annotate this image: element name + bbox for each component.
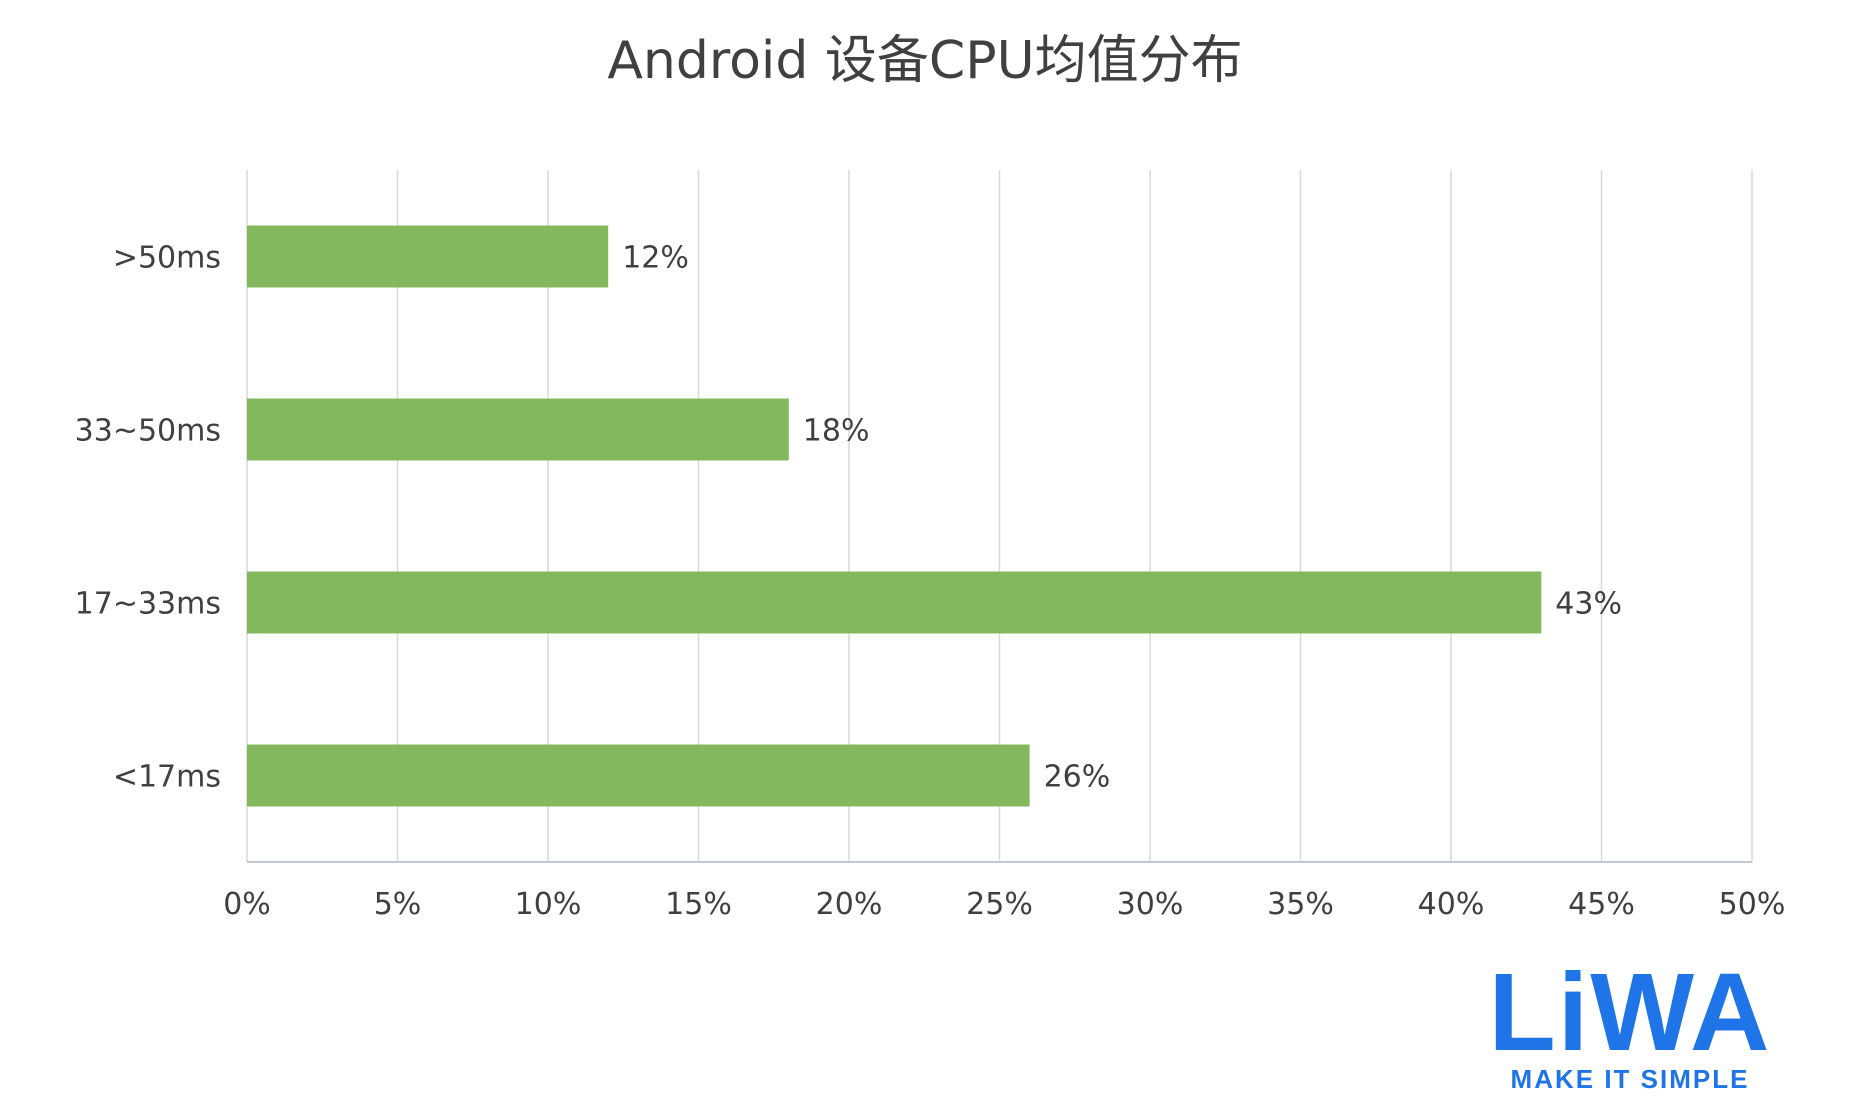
bar	[247, 225, 609, 288]
data-label: 26%	[1044, 760, 1111, 795]
x-tick-label: 45%	[1568, 887, 1635, 922]
bars	[247, 225, 1542, 807]
bar	[247, 744, 1030, 807]
data-label: 18%	[803, 414, 870, 449]
category-label: <17ms	[113, 760, 221, 795]
x-tick-label: 0%	[223, 887, 271, 922]
x-tick-label: 50%	[1719, 887, 1786, 922]
data-labels: 12% 18% 43% 26%	[622, 241, 1622, 795]
category-label: 33~50ms	[75, 414, 221, 449]
brand-tagline: MAKE IT SIMPLE	[1511, 1064, 1750, 1094]
category-label: >50ms	[113, 241, 221, 276]
x-tick-label: 15%	[665, 887, 732, 922]
x-tick-label: 5%	[374, 887, 422, 922]
category-label: 17~33ms	[75, 587, 221, 622]
x-tick-label: 25%	[966, 887, 1033, 922]
x-tick-label: 30%	[1117, 887, 1184, 922]
data-label: 12%	[622, 241, 689, 276]
x-tick-label: 40%	[1418, 887, 1485, 922]
category-labels: >50ms 33~50ms 17~33ms <17ms	[75, 241, 221, 795]
brand-logo: LiWA MAKE IT SIMPLE	[1489, 951, 1772, 1094]
x-tick-label: 20%	[816, 887, 883, 922]
bar	[247, 398, 789, 461]
x-tick-labels: 0% 5% 10% 15% 20% 25% 30% 35% 40% 45% 50%	[223, 887, 1785, 922]
bar	[247, 571, 1542, 634]
x-tick-label: 10%	[515, 887, 582, 922]
x-tick-label: 35%	[1267, 887, 1334, 922]
brand-logo-text: LiWA	[1489, 951, 1772, 1074]
data-label: 43%	[1555, 587, 1622, 622]
chart-title: Android 设备CPU均值分布	[607, 31, 1242, 91]
